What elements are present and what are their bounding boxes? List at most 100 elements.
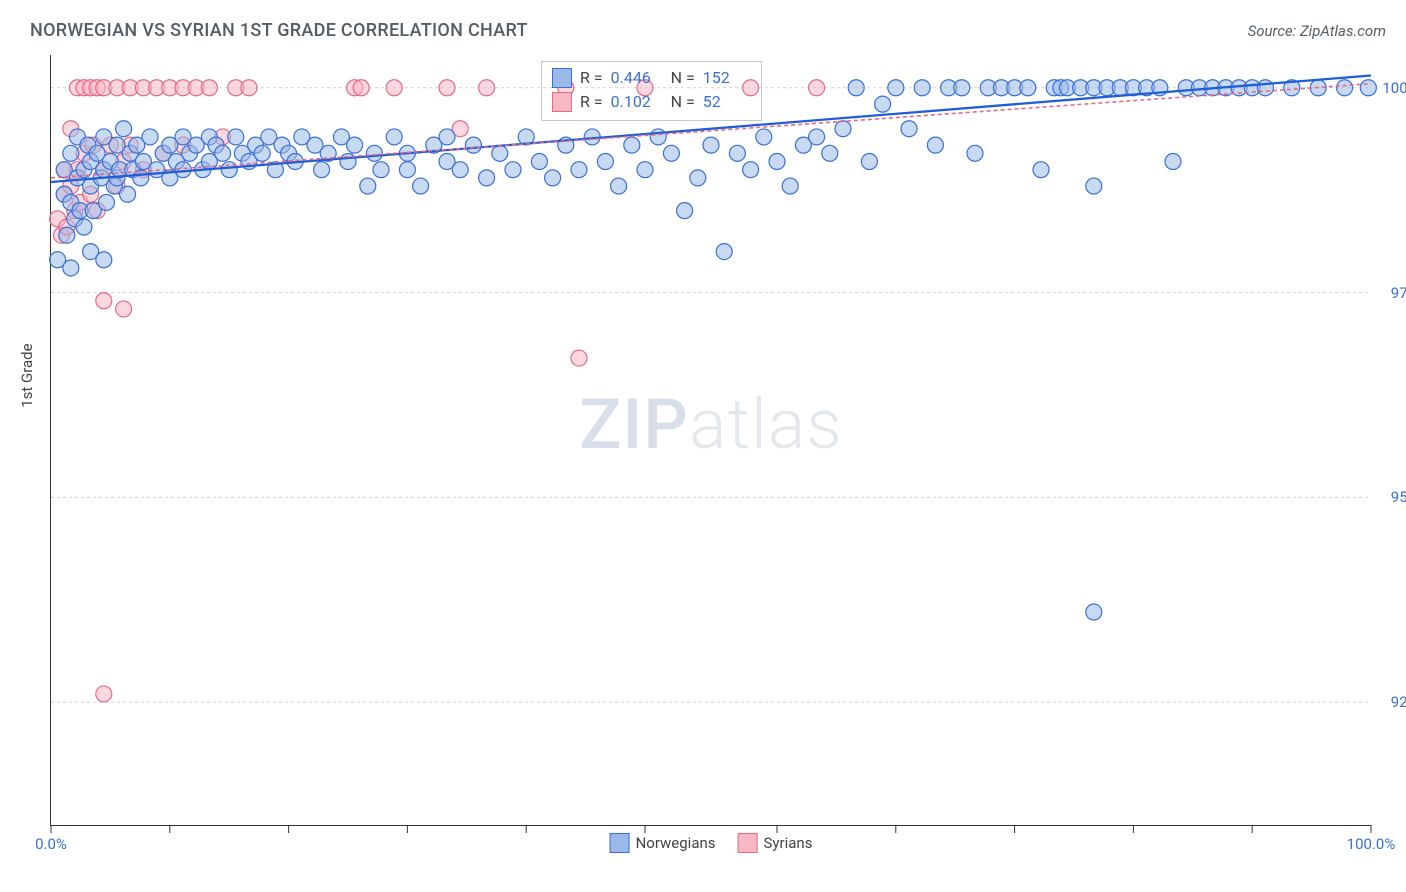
legend-item-syrians: Syrians — [738, 833, 813, 853]
header-row: NORWEGIAN VS SYRIAN 1ST GRADE CORRELATIO… — [30, 20, 1386, 41]
plot-svg — [51, 55, 1371, 825]
correlation-stats-box: R = 0.446 N = 152 R = 0.102 N = 52 — [541, 61, 762, 121]
y-tick-label: 97.5% — [1376, 284, 1406, 302]
legend-label-syrians: Syrians — [764, 834, 813, 852]
stats-n-label: N = — [667, 90, 695, 114]
y-axis-title: 1st Grade — [18, 343, 36, 407]
legend-swatch-norwegians — [610, 833, 630, 853]
stats-swatch-syrians — [552, 92, 572, 112]
y-tick-label: 100.0% — [1376, 79, 1406, 97]
scatter-point — [175, 162, 191, 178]
scatter-point — [120, 186, 136, 202]
plot-area: ZIPatlas 92.5%95.0%97.5%100.0% 0.0%100.0… — [50, 55, 1371, 826]
scatter-point — [314, 162, 330, 178]
stats-r-value-syrians: 0.102 — [611, 90, 659, 114]
scatter-point — [637, 162, 653, 178]
scatter-point — [399, 162, 415, 178]
scatter-point — [611, 178, 627, 194]
scatter-point — [360, 178, 376, 194]
scatter-point — [835, 121, 851, 137]
stats-r-label: R = — [580, 66, 603, 90]
x-tick-label: 100.0% — [1347, 835, 1396, 853]
scatter-point — [465, 137, 481, 153]
scatter-point — [927, 137, 943, 153]
legend-label-norwegians: Norwegians — [636, 834, 716, 852]
scatter-point — [98, 194, 114, 210]
scatter-point — [353, 80, 369, 96]
scatter-point — [531, 153, 547, 169]
x-tick-label: 0.0% — [35, 835, 67, 853]
scatter-point — [373, 162, 389, 178]
scatter-point — [861, 153, 877, 169]
scatter-point — [756, 129, 772, 145]
scatter-point — [492, 145, 508, 161]
scatter-point — [479, 80, 495, 96]
scatter-point — [386, 80, 402, 96]
scatter-point — [703, 137, 719, 153]
scatter-point — [116, 121, 132, 137]
scatter-point — [439, 80, 455, 96]
scatter-point — [1086, 604, 1102, 620]
scatter-point — [782, 178, 798, 194]
scatter-point — [597, 153, 613, 169]
scatter-point — [1337, 80, 1353, 96]
stats-swatch-norwegians — [552, 68, 572, 88]
scatter-point — [452, 162, 468, 178]
y-tick-label: 95.0% — [1376, 488, 1406, 506]
scatter-point — [1165, 153, 1181, 169]
scatter-point — [254, 145, 270, 161]
scatter-point — [809, 129, 825, 145]
legend-swatch-syrians — [738, 833, 758, 853]
scatter-point — [413, 178, 429, 194]
scatter-point — [347, 137, 363, 153]
chart-title: NORWEGIAN VS SYRIAN 1ST GRADE CORRELATIO… — [30, 20, 528, 41]
scatter-point — [729, 145, 745, 161]
scatter-point — [215, 145, 231, 161]
scatter-point — [571, 350, 587, 366]
stats-r-value-norwegians: 0.446 — [611, 66, 659, 90]
scatter-point — [716, 244, 732, 260]
scatter-point — [769, 153, 785, 169]
scatter-point — [116, 301, 132, 317]
scatter-point — [690, 170, 706, 186]
scatter-point — [571, 162, 587, 178]
scatter-point — [545, 170, 561, 186]
scatter-point — [142, 129, 158, 145]
scatter-point — [241, 80, 257, 96]
scatter-point — [888, 80, 904, 96]
scatter-point — [1086, 178, 1102, 194]
scatter-point — [59, 227, 75, 243]
stats-r-label: R = — [580, 90, 603, 114]
stats-n-value-syrians: 52 — [703, 90, 751, 114]
legend-item-norwegians: Norwegians — [610, 833, 716, 853]
scatter-point — [1020, 80, 1036, 96]
scatter-point — [624, 137, 640, 153]
scatter-point — [914, 80, 930, 96]
scatter-point — [63, 145, 79, 161]
scatter-point — [201, 80, 217, 96]
scatter-point — [743, 162, 759, 178]
stats-n-label: N = — [667, 66, 695, 90]
scatter-point — [505, 162, 521, 178]
scatter-point — [1360, 80, 1376, 96]
scatter-point — [901, 121, 917, 137]
legend: Norwegians Syrians — [610, 833, 813, 853]
scatter-point — [366, 145, 382, 161]
scatter-point — [875, 96, 891, 112]
scatter-point — [677, 203, 693, 219]
scatter-point — [479, 170, 495, 186]
scatter-point — [76, 219, 92, 235]
scatter-point — [954, 80, 970, 96]
scatter-point — [822, 145, 838, 161]
stats-row-syrians: R = 0.102 N = 52 — [552, 90, 751, 114]
scatter-point — [663, 145, 679, 161]
scatter-point — [439, 129, 455, 145]
scatter-point — [650, 129, 666, 145]
scatter-point — [63, 260, 79, 276]
stats-n-value-norwegians: 152 — [703, 66, 751, 90]
scatter-point — [1257, 80, 1273, 96]
scatter-point — [1033, 162, 1049, 178]
scatter-point — [386, 129, 402, 145]
scatter-point — [96, 293, 112, 309]
scatter-point — [228, 129, 244, 145]
